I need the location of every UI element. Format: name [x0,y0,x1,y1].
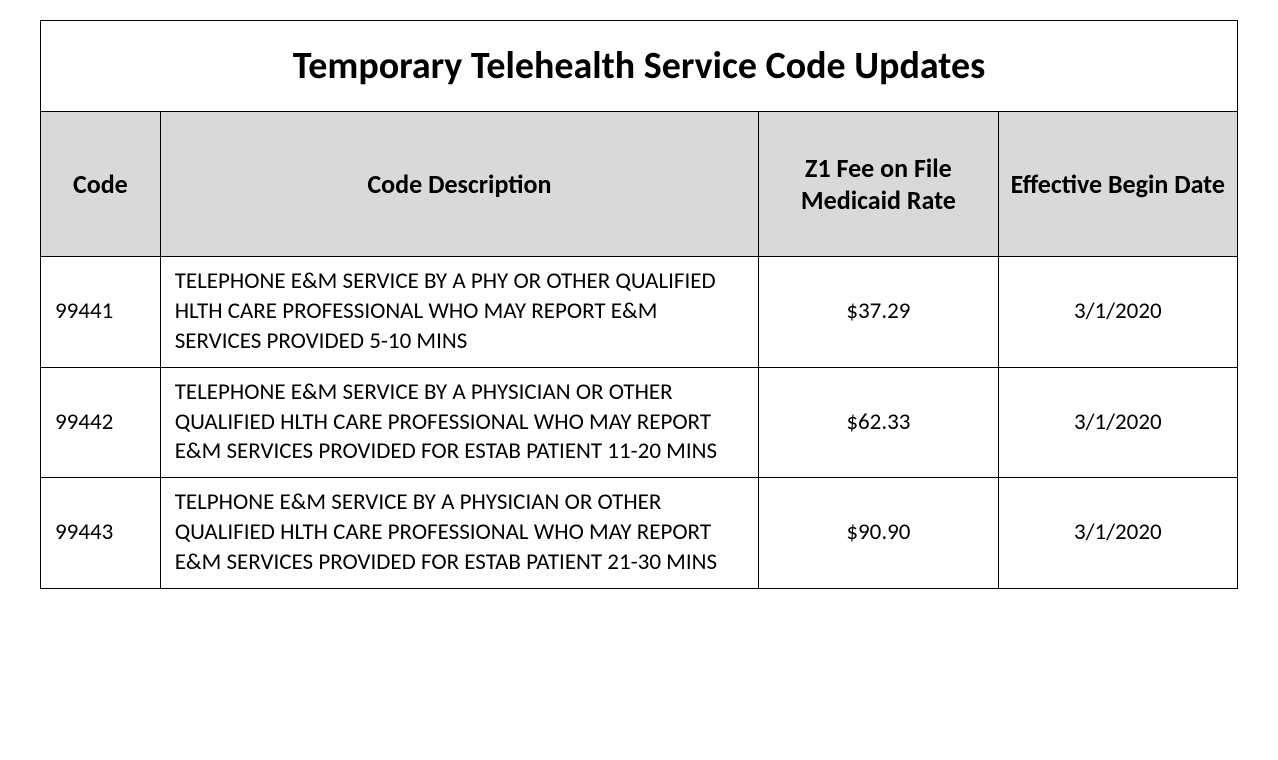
title-row: Temporary Telehealth Service Code Update… [41,21,1238,112]
table-row: 99442 TELEPHONE E&M SERVICE BY A PHYSICI… [41,367,1238,478]
table-row: 99443 TELPHONE E&M SERVICE BY A PHYSICIA… [41,478,1238,589]
header-description: Code Description [160,112,759,257]
service-code-table: Temporary Telehealth Service Code Update… [40,20,1238,589]
cell-code: 99441 [41,257,161,368]
service-code-table-container: Temporary Telehealth Service Code Update… [40,20,1238,589]
cell-fee: $37.29 [759,257,998,368]
header-code: Code [41,112,161,257]
cell-description: TELEPHONE E&M SERVICE BY A PHYSICIAN OR … [160,367,759,478]
cell-fee: $90.90 [759,478,998,589]
cell-code: 99443 [41,478,161,589]
header-row: Code Code Description Z1 Fee on File Med… [41,112,1238,257]
cell-description: TELEPHONE E&M SERVICE BY A PHY OR OTHER … [160,257,759,368]
cell-description: TELPHONE E&M SERVICE BY A PHYSICIAN OR O… [160,478,759,589]
cell-date: 3/1/2020 [998,257,1237,368]
cell-date: 3/1/2020 [998,367,1237,478]
table-title: Temporary Telehealth Service Code Update… [41,21,1238,112]
cell-code: 99442 [41,367,161,478]
header-date: Effective Begin Date [998,112,1237,257]
cell-fee: $62.33 [759,367,998,478]
header-fee: Z1 Fee on File Medicaid Rate [759,112,998,257]
table-row: 99441 TELEPHONE E&M SERVICE BY A PHY OR … [41,257,1238,368]
cell-date: 3/1/2020 [998,478,1237,589]
